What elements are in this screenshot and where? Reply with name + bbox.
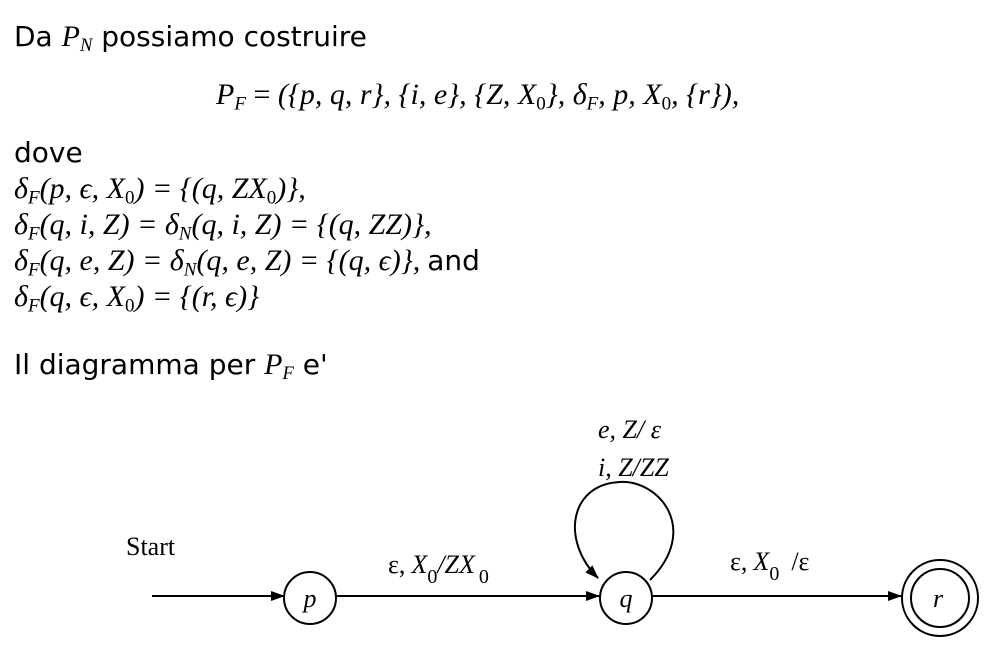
intro-prefix: Da: [14, 20, 53, 53]
state-r-outer: [901, 559, 979, 637]
transition-3: δF(q, e, Z) = δN(q, e, Z) = {(q, ϵ)}, an…: [14, 244, 480, 281]
and-word: and: [427, 244, 480, 277]
pf-definition: PF = ({p, q, r}, {i, e}, {Z, X0}, δF, p,…: [216, 78, 740, 115]
state-q-label: q: [620, 584, 633, 613]
transition-2: δF(q, i, Z) = δN(q, i, Z) = {(q, ZZ)},: [14, 208, 432, 245]
edge-q-r-label: ε, X0/ε: [730, 547, 810, 585]
loop-q-label-1: e, Z/ ε: [598, 415, 662, 444]
transition-4: δF(q, ϵ, X0) = {(r, ϵ)}: [14, 280, 260, 317]
start-label: Start: [126, 532, 176, 561]
state-r-label: r: [933, 584, 944, 613]
edge-p-q-label: ε, X0/ZX 0: [388, 550, 489, 588]
dove-label: dove: [14, 136, 83, 169]
state-r: [910, 568, 970, 628]
loop-q: [574, 480, 675, 581]
intro-line: Da PN possiamo costruire: [14, 20, 367, 57]
intro-suffix: possiamo costruire: [101, 20, 367, 53]
state-p: [283, 571, 337, 625]
loop-q-label-2: i, Z/ZZ: [598, 453, 669, 482]
state-q: [599, 571, 653, 625]
diagram-caption: Il diagramma per PF e': [14, 348, 328, 385]
pn-symbol: PN: [61, 20, 93, 57]
state-p-label: p: [302, 584, 317, 613]
transition-1: δF(p, ϵ, X0) = {(q, ZX0)},: [14, 172, 306, 209]
